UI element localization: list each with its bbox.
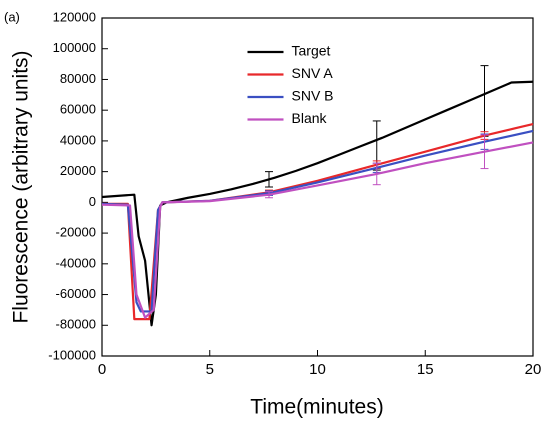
y-tick-label: -100000 — [48, 347, 96, 362]
y-tick-label: 60000 — [60, 102, 96, 117]
legend-label: Target — [292, 43, 331, 59]
error-bar — [372, 162, 381, 186]
y-tick-label: 100000 — [53, 40, 96, 55]
y-tick-label: -60000 — [56, 286, 96, 301]
panel-label: (a) — [4, 9, 20, 24]
error-bar — [480, 134, 489, 170]
series-line — [101, 80, 534, 327]
series-line — [102, 122, 534, 321]
y-tick-label: 120000 — [53, 9, 96, 24]
x-tick-label: 15 — [417, 361, 434, 378]
y-tick-label: 80000 — [60, 71, 96, 86]
x-tick-label: 5 — [206, 361, 214, 378]
legend-label: SNV A — [292, 65, 334, 81]
y-tick-label: 20000 — [60, 163, 96, 178]
legend-label: Blank — [292, 110, 328, 126]
x-tick-label: 0 — [98, 361, 106, 378]
y-tick-label: 40000 — [60, 132, 96, 147]
series-line — [101, 129, 534, 313]
x-tick-label: 20 — [525, 361, 542, 378]
y-tick-label: -40000 — [56, 255, 96, 270]
y-tick-label: -20000 — [56, 225, 96, 240]
series-line — [101, 141, 534, 319]
y-tick-label: 0 — [89, 194, 96, 209]
error-bar — [265, 191, 274, 199]
error-bar — [480, 65, 489, 137]
x-tick-label: 10 — [309, 361, 326, 378]
error-bar — [265, 171, 274, 188]
y-tick-label: -80000 — [56, 317, 96, 332]
x-axis-title: Time(minutes) — [250, 396, 383, 419]
legend-label: SNV B — [292, 88, 334, 104]
y-axis-title: Fluorescence (arbitrary units) — [10, 50, 33, 323]
